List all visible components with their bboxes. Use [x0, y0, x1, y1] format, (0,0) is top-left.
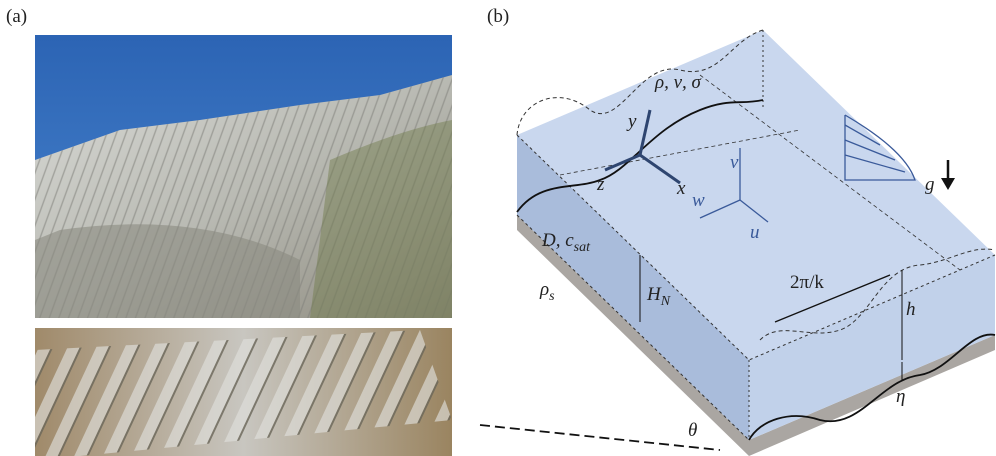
- label: v: [730, 152, 739, 173]
- photo-bottom: [35, 328, 452, 456]
- label-sub: s: [549, 289, 555, 304]
- label: g: [925, 174, 935, 195]
- label-main: D, c: [541, 230, 574, 251]
- label: ρ, ν, σ: [654, 72, 702, 93]
- label: y: [626, 111, 637, 132]
- label: θ: [688, 420, 697, 441]
- figure: (a) (b): [0, 0, 996, 456]
- label: w: [692, 190, 705, 211]
- panel-label: (a): [6, 6, 27, 27]
- label-sub: N: [660, 294, 671, 309]
- label: u: [750, 222, 760, 243]
- panel-label: (b): [487, 6, 509, 27]
- label-main: ρ: [539, 279, 549, 300]
- photo-top: [35, 35, 452, 318]
- label-main: H: [646, 284, 662, 305]
- label-sub: sat: [574, 240, 591, 255]
- label: 2π/k: [790, 272, 824, 293]
- label: z: [596, 174, 605, 195]
- label: h: [906, 299, 916, 320]
- label: x: [676, 178, 686, 199]
- label: ρs: [539, 279, 555, 304]
- label: η: [896, 386, 905, 407]
